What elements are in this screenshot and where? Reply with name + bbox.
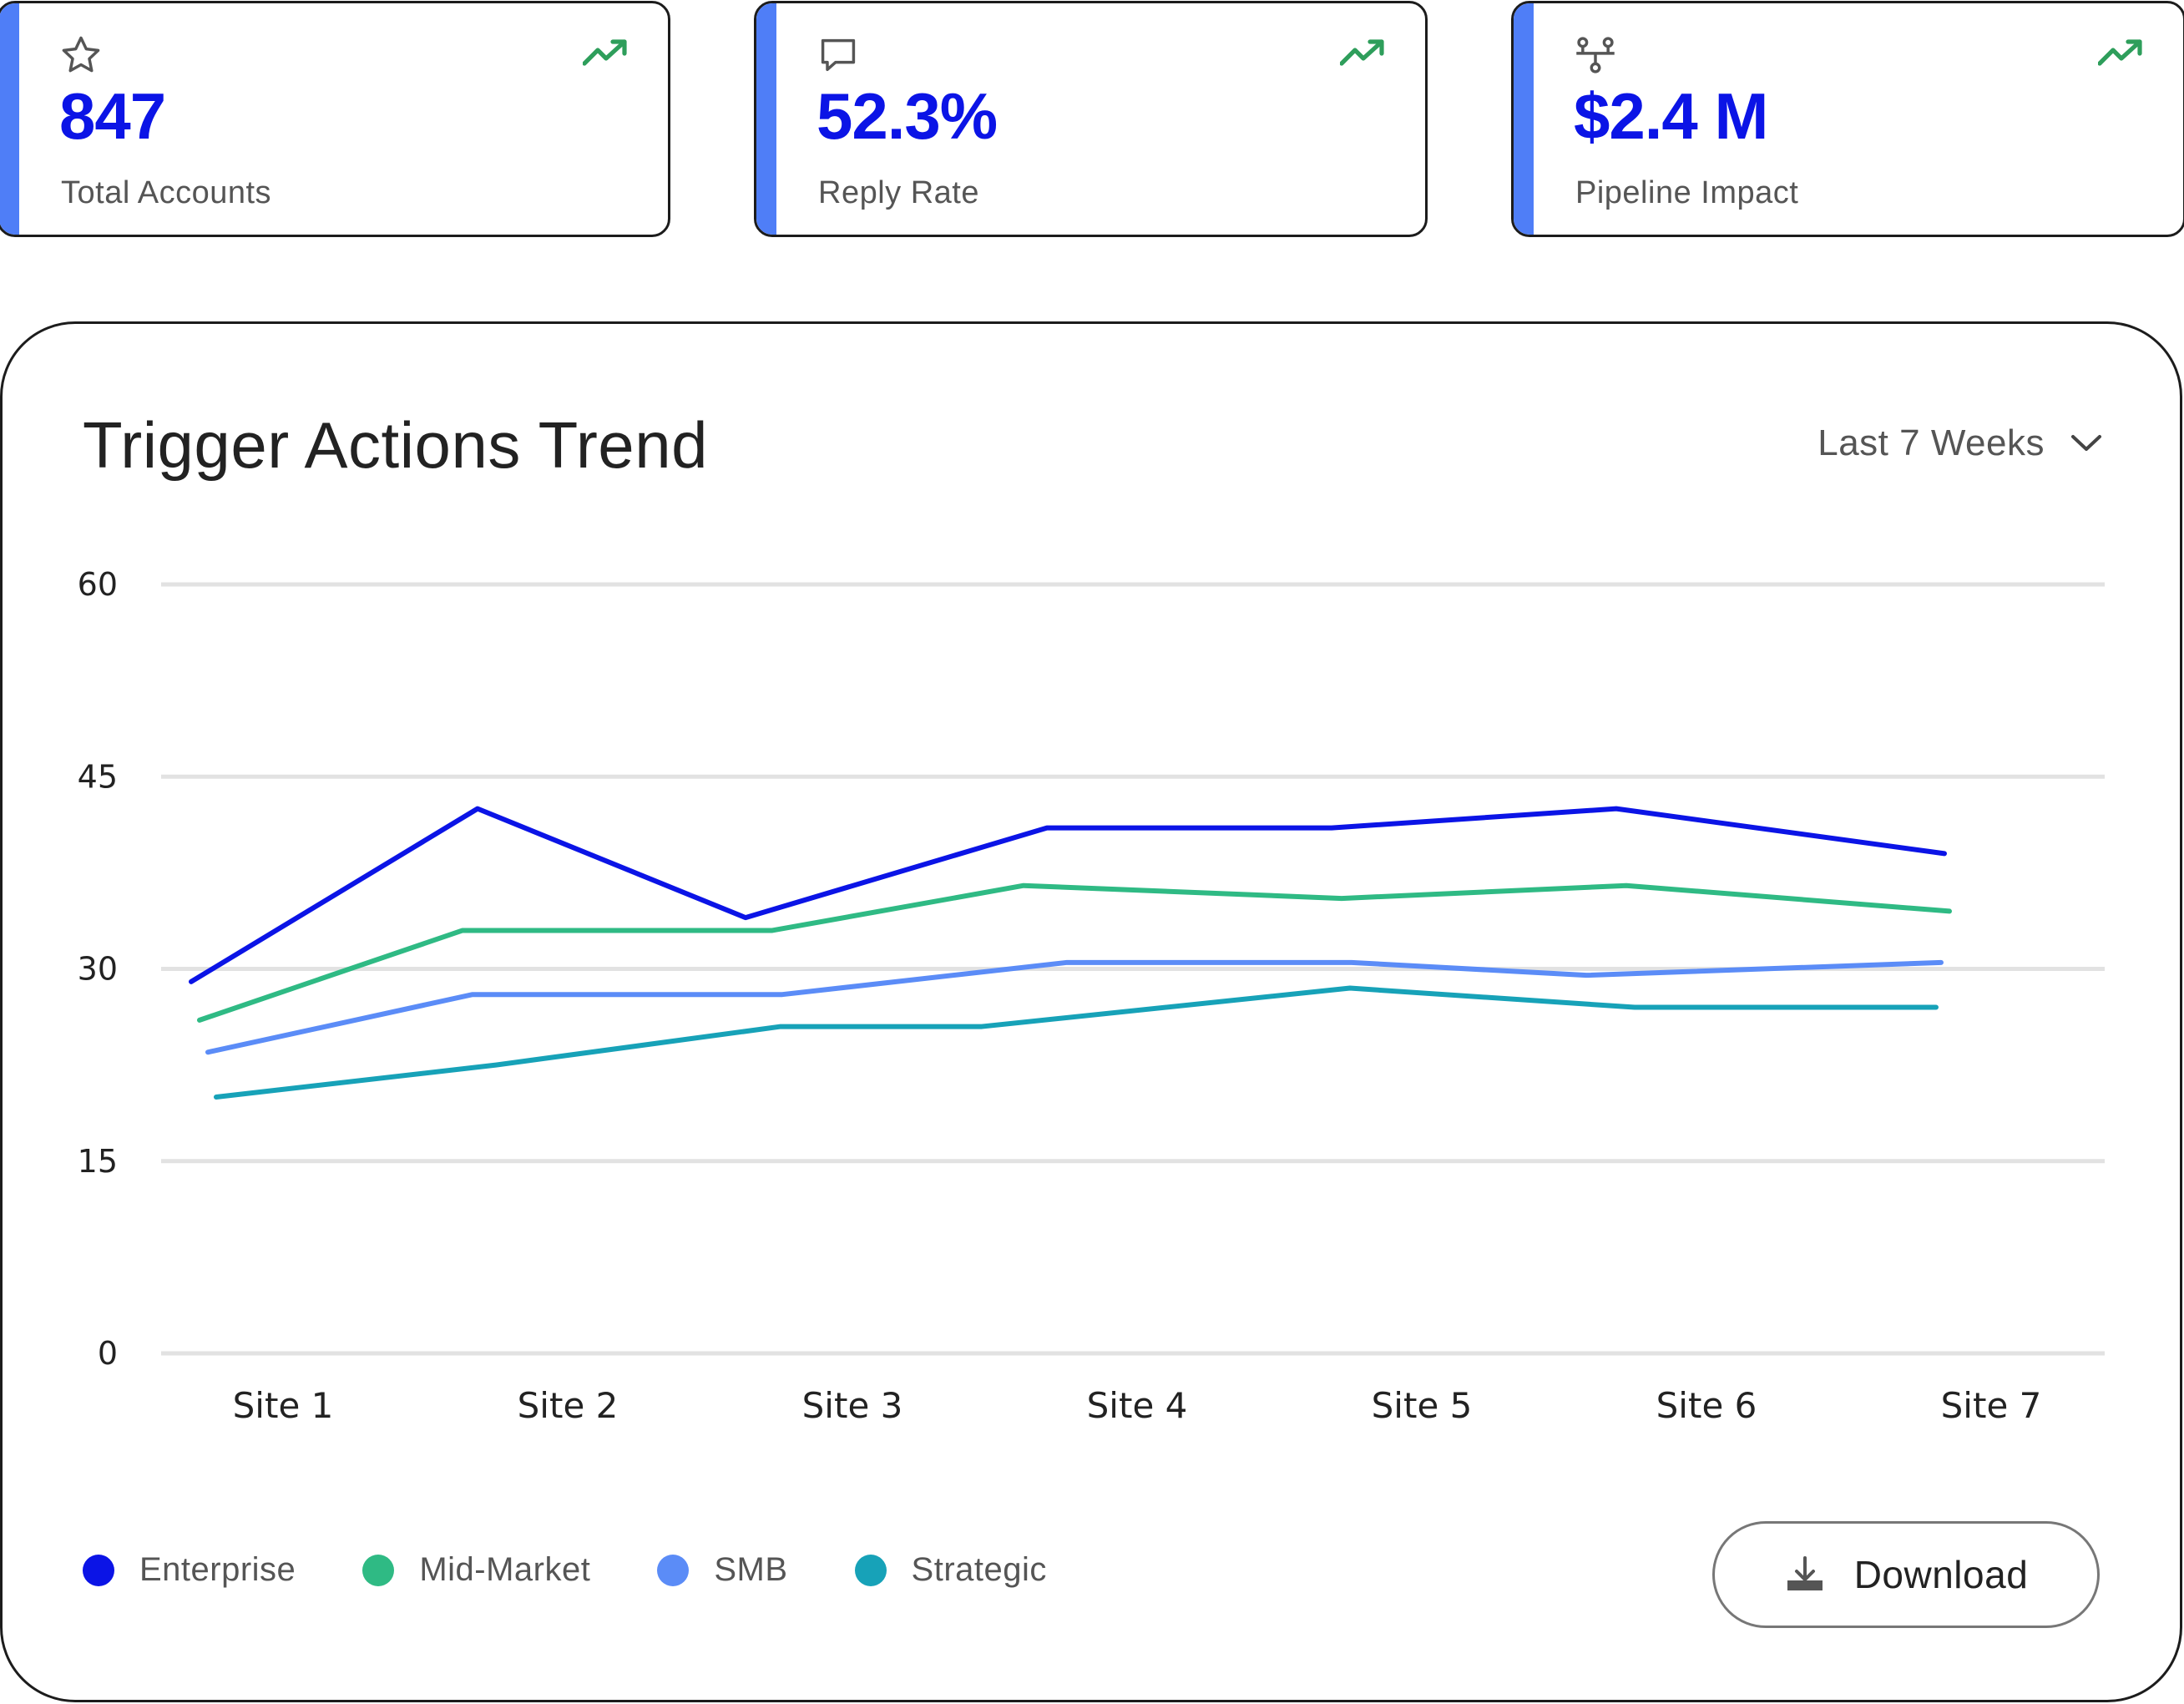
- y-tick-label: 45: [78, 758, 118, 795]
- y-tick-label: 0: [98, 1335, 118, 1372]
- x-tick-label: Site 6: [1656, 1385, 1757, 1426]
- trending-up-icon: [583, 39, 627, 66]
- chart-legend: Enterprise Mid-Market SMB Strategic: [83, 1551, 1114, 1589]
- y-tick-label: 15: [78, 1143, 118, 1180]
- stat-card-total-accounts: 847 Total Accounts: [0, 1, 670, 237]
- x-tick-label: Site 5: [1372, 1385, 1473, 1426]
- range-select[interactable]: Last 7 Weeks: [1817, 414, 2103, 473]
- stat-card-reply-rate: 52.3% Reply Rate: [754, 1, 1428, 237]
- legend-item-enterprise: Enterprise: [83, 1551, 296, 1589]
- stat-label: Reply Rate: [818, 175, 979, 210]
- legend-label: Strategic: [911, 1551, 1047, 1588]
- series-line-strategic: [214, 985, 1939, 1100]
- series-line-smb: [205, 959, 1944, 1055]
- card-accent-bar: [756, 3, 776, 235]
- card-accent-bar: [1514, 3, 1534, 235]
- legend-dot: [657, 1554, 690, 1586]
- x-tick-label: Site 7: [1941, 1385, 2042, 1426]
- x-tick-label: Site 2: [518, 1385, 619, 1426]
- trending-up-icon: [1340, 39, 1384, 66]
- download-label: Download: [1853, 1553, 2029, 1596]
- pipeline-icon: [1576, 37, 1615, 73]
- chevron-down-icon: [2071, 435, 2101, 451]
- legend-dot: [854, 1554, 887, 1586]
- star-icon: [62, 36, 100, 73]
- legend-label: SMB: [714, 1551, 788, 1588]
- x-tick-label: Site 1: [233, 1385, 334, 1426]
- range-select-value: Last 7 Weeks: [1817, 422, 2045, 463]
- legend-item-mid-market: Mid-Market: [362, 1551, 590, 1589]
- legend-dot: [362, 1554, 395, 1586]
- stat-value: $2.4 M: [1574, 79, 1768, 153]
- series-line-enterprise: [189, 806, 1947, 984]
- stat-label: Total Accounts: [61, 175, 272, 210]
- legend-label: Mid-Market: [419, 1551, 591, 1588]
- stat-value: 52.3%: [816, 79, 998, 153]
- x-tick-label: Site 3: [802, 1385, 903, 1426]
- stat-label: Pipeline Impact: [1575, 175, 1799, 210]
- legend-item-smb: SMB: [657, 1551, 787, 1589]
- legend-item-strategic: Strategic: [854, 1551, 1047, 1589]
- x-tick-label: Site 4: [1087, 1385, 1188, 1426]
- y-tick-label: 60: [78, 566, 118, 603]
- chart-panel: Trigger Actions Trend Last 7 Weeks 0 15 30…: [0, 321, 2182, 1702]
- trending-up-icon: [2098, 39, 2142, 66]
- chart-title: Trigger Actions Trend: [83, 408, 708, 482]
- download-button[interactable]: Download: [1712, 1521, 2100, 1628]
- card-accent-bar: [0, 3, 19, 235]
- stat-card-pipeline-impact: $2.4 M Pipeline Impact: [1511, 1, 2184, 237]
- y-tick-label: 30: [78, 951, 118, 988]
- message-icon: [821, 38, 856, 72]
- legend-label: Enterprise: [139, 1551, 296, 1588]
- stat-value: 847: [59, 79, 166, 153]
- legend-dot: [83, 1554, 114, 1586]
- line-chart: 0 15 30 45 60 Site 1 Site 2 Site 3 Site 4 Site 5 S…: [78, 566, 2105, 1426]
- series-line-mid-market: [197, 882, 1952, 1023]
- download-icon: [1787, 1556, 1823, 1590]
